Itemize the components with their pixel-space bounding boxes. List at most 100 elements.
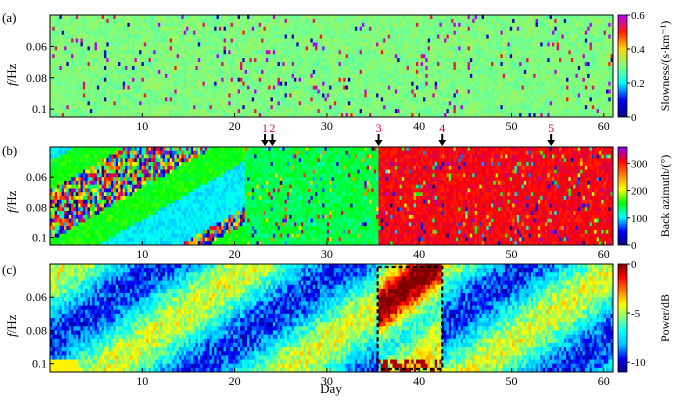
heatmap-cell <box>329 22 332 28</box>
heatmap-cell <box>308 34 311 39</box>
heatmap-cell <box>303 34 307 39</box>
heatmap-cell <box>345 93 349 98</box>
heatmap-cell <box>64 81 67 87</box>
heatmap-cell <box>247 105 250 110</box>
heatmap-cell <box>82 34 86 39</box>
heatmap-cell <box>293 38 297 43</box>
heatmap-cell <box>444 69 447 75</box>
heatmap-cell <box>106 73 110 79</box>
heatmap-cell <box>481 22 485 28</box>
heatmap-cell <box>444 26 447 32</box>
heatmap-cell <box>319 58 323 63</box>
heatmap-cell <box>324 81 328 87</box>
heatmap-cell <box>476 101 480 106</box>
heatmap-cell <box>432 34 436 39</box>
heatmap-cell <box>411 18 415 24</box>
heatmap-cell <box>268 46 271 51</box>
heatmap-cell <box>68 15 72 20</box>
heatmap-cell <box>202 26 206 32</box>
heatmap-cell <box>148 34 152 39</box>
heatmap-cell <box>474 62 478 67</box>
heatmap-cell <box>92 46 95 51</box>
heatmap-cell <box>322 109 325 114</box>
heatmap-cell <box>190 66 194 71</box>
heatmap-cell <box>347 66 351 71</box>
heatmap-cell <box>103 113 107 118</box>
heatmap-cell <box>462 42 466 47</box>
heatmap-cell <box>331 77 335 83</box>
heatmap-cell <box>326 15 330 20</box>
heatmap-cell <box>176 30 180 36</box>
heatmap-cell <box>195 15 199 20</box>
heatmap-cell <box>394 109 398 114</box>
heatmap-cell <box>392 15 396 20</box>
heatmap-cell <box>437 38 440 43</box>
heatmap-cell <box>359 22 363 28</box>
heatmap-cell <box>345 101 349 106</box>
heatmap-cell <box>420 26 424 32</box>
heatmap-cell <box>420 46 424 51</box>
heatmap-cell <box>188 50 192 55</box>
heatmap-cell <box>167 42 171 47</box>
heatmap-cell <box>319 101 323 106</box>
heatmap-cell <box>472 105 475 110</box>
heatmap-cell <box>331 93 335 98</box>
heatmap-cell <box>479 85 483 90</box>
heatmap-cell <box>298 89 302 94</box>
heatmap-cell <box>120 97 124 102</box>
heatmap-cell <box>171 30 175 36</box>
heatmap-cell <box>338 58 342 63</box>
heatmap-cell <box>59 97 63 102</box>
heatmap-cell <box>106 113 110 118</box>
heatmap-cell <box>460 34 464 39</box>
heatmap-cell <box>207 38 210 43</box>
heatmap-cell <box>458 22 461 28</box>
heatmap-cell <box>352 77 356 83</box>
heatmap-cell <box>122 50 126 55</box>
heatmap-cell <box>458 54 461 59</box>
heatmap-cell <box>404 101 407 106</box>
heatmap-cell <box>371 15 375 20</box>
heatmap-cell <box>369 26 372 32</box>
heatmap-cell <box>495 69 499 75</box>
heatmap-cell <box>157 38 161 43</box>
heatmap-cell <box>251 26 255 32</box>
heatmap-cell <box>275 66 278 71</box>
heatmap-cell <box>127 46 131 51</box>
heatmap-cell <box>195 42 199 47</box>
heatmap-cell <box>113 46 117 51</box>
heatmap-cell <box>411 42 415 47</box>
heatmap-cell <box>317 46 321 51</box>
heatmap-cell <box>448 66 452 71</box>
heatmap-cell <box>488 50 492 55</box>
heatmap-cell <box>141 15 145 20</box>
heatmap-cell <box>125 62 128 67</box>
heatmap-cell <box>150 93 154 98</box>
heatmap-cell <box>193 15 196 20</box>
heatmap-cell <box>193 77 196 83</box>
heatmap-cell <box>434 66 438 71</box>
heatmap-cell <box>383 93 386 98</box>
heatmap-cell <box>462 15 466 20</box>
heatmap-cell <box>324 105 328 110</box>
heatmap-cell <box>190 69 194 75</box>
heatmap-cell <box>352 73 356 79</box>
heatmap-cell <box>411 58 415 63</box>
heatmap-cell <box>57 77 60 83</box>
heatmap-cell <box>171 109 175 114</box>
heatmap-cell <box>54 81 58 87</box>
heatmap-cell <box>120 30 124 36</box>
heatmap-cell <box>78 62 81 67</box>
heatmap-cell <box>132 105 135 110</box>
heatmap-cell <box>500 22 504 28</box>
heatmap-cell <box>82 18 86 24</box>
heatmap-cell <box>279 30 283 36</box>
heatmap-cell <box>209 26 213 32</box>
heatmap-cell <box>434 38 438 43</box>
heatmap-cell <box>366 34 370 39</box>
heatmap-cell <box>221 26 224 32</box>
heatmap-cell <box>397 113 400 118</box>
heatmap-cell <box>254 22 257 28</box>
heatmap-cell <box>493 50 497 55</box>
heatmap-cell <box>141 38 145 43</box>
